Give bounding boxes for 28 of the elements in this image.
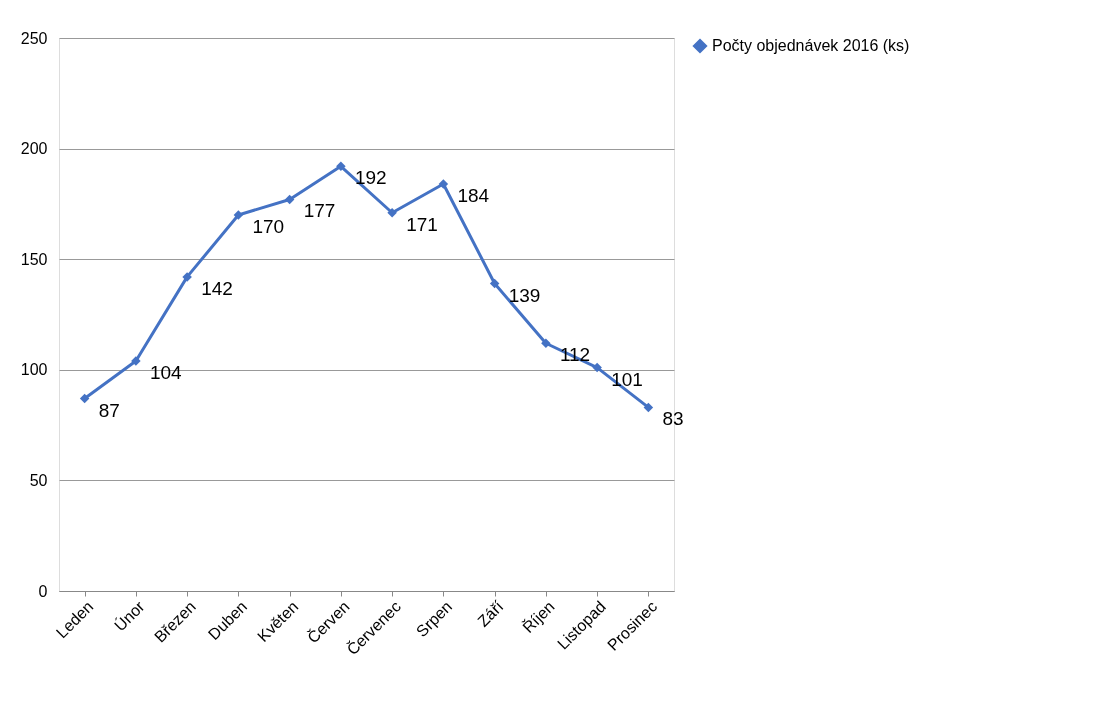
point [387, 208, 397, 218]
y-tick-label: 150 [20, 250, 48, 268]
data-label: 101 [611, 368, 643, 390]
y-tick-label: 250 [20, 29, 48, 47]
data-label: 87 [98, 399, 120, 421]
data-label: 171 [406, 213, 438, 235]
point [489, 278, 500, 289]
data-label: 170 [252, 215, 285, 237]
data-label: 184 [457, 184, 490, 206]
legend-label: Počty objednávek 2016 (ks) [712, 37, 910, 54]
data-label: 104 [149, 361, 183, 383]
point [592, 362, 602, 373]
data-label: 83 [662, 408, 684, 430]
data-label: 142 [201, 277, 233, 299]
y-tick-label: 50 [29, 471, 48, 489]
data-label: 192 [354, 167, 387, 189]
point [79, 393, 90, 404]
data-label: 177 [303, 200, 336, 222]
y-tick-label: 200 [20, 140, 48, 158]
point [438, 179, 449, 189]
data-label: 139 [508, 284, 541, 306]
point [284, 194, 295, 205]
point [336, 161, 346, 172]
point [541, 338, 551, 348]
point [643, 402, 654, 413]
point [233, 210, 244, 220]
y-tick-label: 100 [20, 361, 48, 379]
y-tick-label: 0 [38, 582, 48, 600]
